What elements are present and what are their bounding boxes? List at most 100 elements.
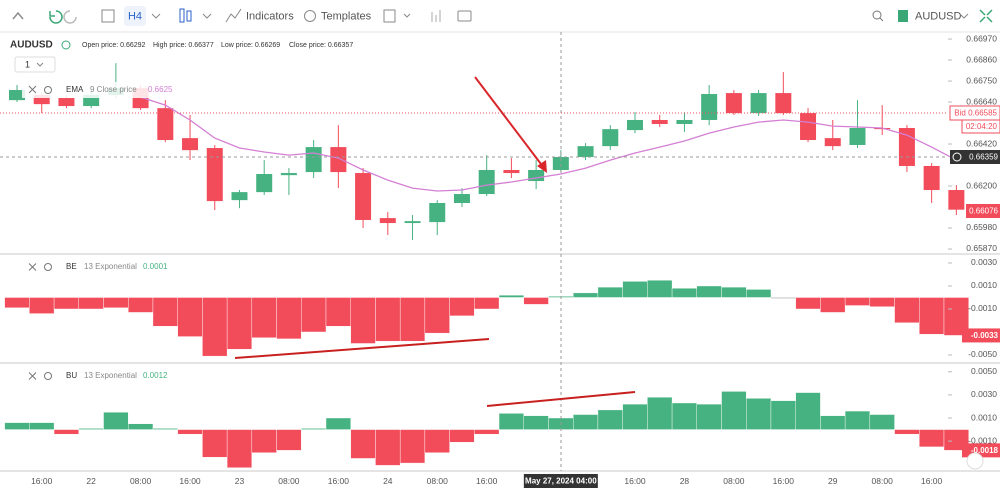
timeframe-button[interactable]	[124, 6, 146, 26]
interval-box[interactable]	[14, 56, 56, 73]
histogram-bar	[251, 429, 277, 453]
x-tick-label: 29	[828, 476, 838, 486]
settings-button[interactable]	[966, 452, 984, 470]
candle-body	[355, 173, 372, 220]
candle-body	[157, 108, 174, 141]
interval[interactable]: 1	[25, 59, 30, 69]
histogram-bar	[746, 289, 772, 298]
x-tick-label: 16:00	[31, 476, 53, 486]
chart-type-icon[interactable]	[179, 8, 185, 23]
x-tick-label: 24	[383, 476, 393, 486]
search-icon[interactable]	[872, 10, 882, 20]
histogram-bar	[597, 286, 623, 298]
y-tick-label: 0.0030	[971, 257, 997, 267]
last-value: -0.0018	[971, 446, 999, 455]
histogram-bar	[4, 297, 30, 309]
y-tick-label: 0.0030	[971, 389, 997, 399]
y-tick-label: 0.65870	[966, 243, 997, 253]
undo-icon[interactable]	[49, 10, 63, 24]
compare-icon[interactable]	[431, 10, 441, 22]
dropdown-icon[interactable]	[151, 13, 161, 19]
histogram-bar	[696, 285, 722, 298]
histogram-bar	[177, 429, 203, 435]
x-tick-label: 16:00	[179, 476, 201, 486]
candle-body	[404, 221, 421, 224]
histogram-bar	[820, 297, 846, 313]
histogram-bar	[78, 428, 104, 430]
candle-body	[849, 127, 866, 145]
close-icon[interactable]	[28, 263, 37, 271]
histogram-bar	[523, 415, 549, 430]
histogram-bar	[53, 429, 80, 435]
search-icon	[879, 17, 884, 22]
candle-body	[676, 119, 693, 124]
templates-button[interactable]: Templates	[321, 10, 372, 22]
histogram-bar	[844, 410, 871, 430]
histogram-bar	[276, 297, 302, 340]
close-icon[interactable]	[28, 372, 37, 380]
histogram-bar	[226, 297, 253, 350]
candle-body	[775, 93, 792, 114]
histogram-bar	[4, 422, 30, 430]
chart-type-icon[interactable]	[186, 10, 192, 22]
histogram-bar	[449, 297, 475, 317]
timeframe[interactable]: H4	[128, 10, 142, 22]
histogram-bar	[894, 297, 920, 323]
crosshair-icon[interactable]	[952, 152, 962, 162]
candle-body	[577, 146, 594, 158]
crosshair-tag	[950, 150, 1000, 164]
dropdown-icon[interactable]	[403, 13, 411, 18]
indicator-params: 13 Exponential	[84, 371, 137, 380]
histogram-bar	[399, 297, 426, 342]
add-icon[interactable]	[101, 9, 115, 23]
dropdown-icon[interactable]	[959, 13, 969, 19]
symbol-selector[interactable]: AUDUSD	[915, 10, 962, 22]
y-tick-label: 0.66860	[966, 54, 997, 64]
candle-body	[83, 94, 100, 107]
histogram-bar	[795, 392, 821, 430]
candle-body	[750, 93, 767, 114]
calendar-icon[interactable]	[383, 9, 396, 23]
templates-icon[interactable]	[304, 10, 316, 22]
x-tick-label: 16:00	[921, 476, 943, 486]
candle-body	[182, 138, 199, 151]
collapse-icon[interactable]	[12, 11, 24, 20]
histogram-bar	[869, 414, 895, 430]
candle-body	[58, 98, 75, 107]
histogram-bar	[29, 422, 55, 430]
dropdown-icon[interactable]	[36, 62, 44, 67]
annotation-line	[486, 391, 636, 407]
candle-body	[478, 169, 495, 195]
histogram-bar	[671, 402, 698, 430]
candle-body	[824, 138, 841, 147]
fullscreen-icon[interactable]	[979, 9, 993, 23]
close-icon[interactable]	[28, 85, 37, 94]
settings-icon[interactable]	[44, 263, 52, 271]
histogram-bar	[350, 429, 376, 459]
plot-area: 16:00 22 08:00 16:00 23 08:00 16:00 24 08:00 16:0…	[4, 33, 1000, 488]
settings-icon[interactable]	[44, 86, 52, 94]
histogram-bar	[152, 297, 178, 327]
histogram-bar	[770, 400, 796, 430]
settings-icon[interactable]	[44, 372, 52, 380]
indicators-icon[interactable]	[225, 8, 242, 23]
candle-body	[256, 173, 273, 193]
ema-line	[140, 96, 957, 192]
annotation-arrow	[474, 76, 545, 169]
last-price: 0.66076	[969, 207, 998, 216]
candle-body	[701, 94, 718, 120]
histogram-bar	[573, 292, 599, 298]
x-tick-label: 16:00	[476, 476, 498, 486]
histogram-bar	[647, 397, 673, 430]
screenshot-icon[interactable]	[457, 10, 472, 22]
candle-body	[602, 129, 619, 147]
open-price: Open price: 0.66292	[82, 42, 146, 49]
histogram-bar	[202, 297, 228, 357]
indicators-button[interactable]: Indicators	[246, 10, 294, 22]
symbol-icon[interactable]	[898, 10, 908, 22]
high-price: High price: 0.66377	[153, 42, 214, 49]
dropdown-icon[interactable]	[202, 13, 212, 19]
redo-icon[interactable]	[63, 10, 77, 24]
histogram-bar	[128, 423, 154, 430]
histogram-bar	[424, 429, 450, 453]
